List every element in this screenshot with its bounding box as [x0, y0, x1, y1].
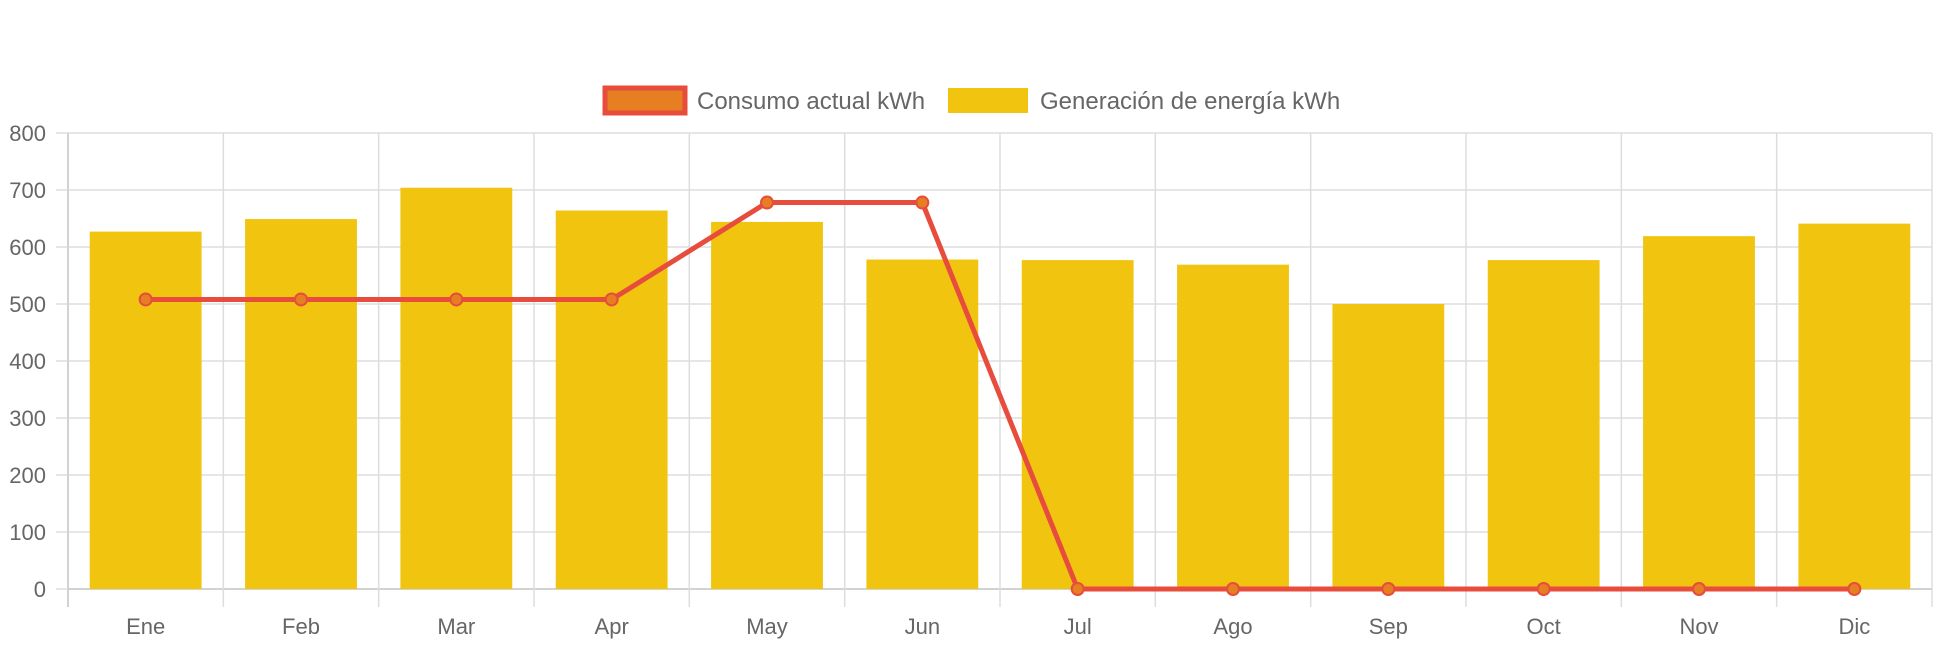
x-tick-label: Nov [1679, 614, 1718, 639]
bar[interactable] [1487, 260, 1600, 589]
x-tick-label: Ene [126, 614, 165, 639]
line-point[interactable] [138, 292, 153, 307]
series-line [145, 200, 1855, 592]
line-point[interactable] [1070, 582, 1085, 596]
bar[interactable] [1798, 223, 1911, 589]
y-tick-label: 700 [9, 178, 46, 203]
line-series-consumo [138, 195, 1862, 596]
line-point[interactable] [915, 195, 930, 210]
bar-series-generacion [89, 187, 1911, 590]
line-point[interactable] [604, 292, 619, 307]
y-tick-label: 100 [9, 520, 46, 545]
line-point[interactable] [294, 292, 308, 307]
grid-lines [67, 132, 1933, 607]
bar[interactable] [1021, 260, 1134, 589]
x-tick-label: Apr [595, 614, 629, 639]
legend-swatch-consumo [602, 85, 688, 116]
x-tick-label: Jun [905, 614, 940, 639]
bar[interactable] [400, 187, 513, 589]
y-axis: 0 100 200 300 400 500 600 700 800 [9, 121, 68, 602]
y-tick-label: 200 [9, 463, 46, 488]
legend-item-consumo[interactable]: Consumo actual kWh [602, 85, 925, 116]
line-point[interactable] [1692, 582, 1706, 596]
bar[interactable] [555, 210, 668, 589]
x-tick-label: Mar [437, 614, 475, 639]
y-tick-label: 0 [34, 577, 46, 602]
bar[interactable] [1177, 264, 1289, 589]
bar[interactable] [1332, 304, 1445, 589]
legend-item-generacion[interactable]: Generación de energía kWh [948, 88, 1340, 115]
line-point[interactable] [1536, 582, 1551, 596]
bar[interactable] [89, 231, 202, 590]
legend: Consumo actual kWh Generación de energía… [602, 85, 1340, 116]
y-tick-label: 600 [9, 235, 46, 260]
legend-swatch-generacion [948, 88, 1028, 113]
x-tick-label: May [746, 614, 788, 639]
y-tick-label: 300 [9, 406, 46, 431]
y-tick-label: 500 [9, 292, 46, 317]
bar[interactable] [1643, 236, 1755, 590]
bar[interactable] [711, 221, 823, 590]
legend-label-consumo: Consumo actual kWh [697, 88, 925, 115]
legend-label-generacion: Generación de energía kWh [1040, 88, 1340, 115]
line-point[interactable] [449, 292, 464, 307]
bar[interactable] [245, 219, 357, 589]
line-point[interactable] [760, 195, 774, 210]
x-tick-label: Oct [1527, 614, 1561, 639]
y-tick-label: 800 [9, 121, 46, 146]
line-point[interactable] [1847, 582, 1862, 596]
line-point[interactable] [1226, 582, 1240, 596]
bar[interactable] [866, 259, 979, 589]
x-tick-label: Feb [282, 614, 320, 639]
x-axis: Ene Feb Mar Apr May Jun Jul Ago Sep Oct Nov Dic [126, 614, 1870, 639]
y-tick-label: 400 [9, 349, 46, 374]
x-tick-label: Sep [1369, 614, 1408, 639]
x-tick-label: Jul [1064, 614, 1092, 639]
x-tick-label: Dic [1838, 614, 1870, 639]
x-tick-label: Ago [1213, 614, 1252, 639]
line-point[interactable] [1381, 582, 1396, 596]
